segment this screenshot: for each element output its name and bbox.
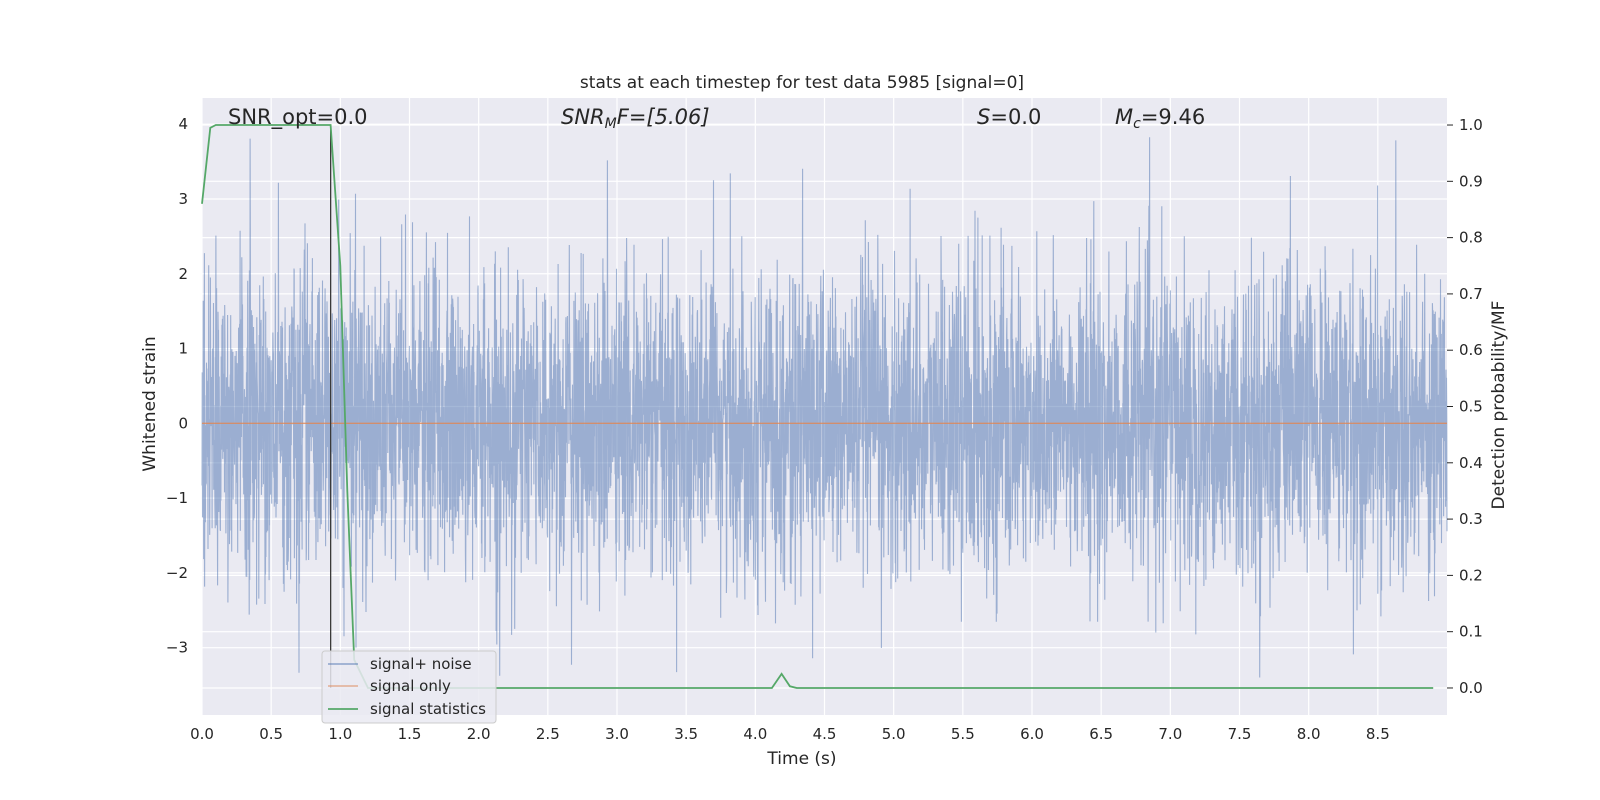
annotation-mc-main: M (1115, 105, 1133, 129)
x-tick-label: 3.0 (605, 725, 629, 743)
y2-tick-label: 0.2 (1459, 566, 1483, 584)
annotation-snr-mf-sub: M (605, 116, 617, 132)
legend-label-signal-noise: signal+ noise (370, 655, 472, 673)
legend-label-signal-statistics: signal statistics (370, 700, 486, 718)
x-tick-label: 6.0 (1020, 725, 1044, 743)
annotation-s-rest: =0.0 (990, 105, 1041, 129)
x-tick-label: 5.0 (882, 725, 906, 743)
x-tick-label: 2.0 (467, 725, 491, 743)
y-tick-label: −3 (166, 639, 188, 657)
y-ticks: 4 3 2 1 0 −1 −2 −3 (166, 115, 188, 657)
legend-box (321, 650, 497, 724)
y-tick-label: 3 (178, 190, 188, 208)
annotation-mc: Mc=9.46 (1115, 105, 1205, 132)
x-tick-label: 1.5 (398, 725, 422, 743)
y-tick-label: 1 (178, 340, 188, 358)
x-tick-label: 0.0 (190, 725, 214, 743)
annotation-mc-sub: c (1133, 116, 1141, 132)
x-tick-label: 2.5 (536, 725, 560, 743)
annotation-snr-mf-rest: F=[5.06] (617, 105, 710, 129)
annotation-s: S=0.0 (977, 105, 1041, 129)
y2-ticks: 1.0 0.9 0.8 0.7 0.6 0.5 0.4 0.3 0.2 0.1 0.0 (1447, 116, 1483, 697)
x-axis-label: Time (s) (766, 749, 836, 769)
signal-noise-line (201, 137, 1448, 678)
x-tick-label: 4.5 (813, 725, 837, 743)
x-tick-label: 0.5 (259, 725, 283, 743)
y-tick-label: −2 (166, 564, 188, 582)
x-tick-label: 8.5 (1366, 725, 1390, 743)
x-tick-label: 3.5 (674, 725, 698, 743)
y2-tick-label: 0.1 (1459, 623, 1483, 641)
y2-tick-label: 1.0 (1459, 116, 1483, 134)
y2-tick-label: 0.0 (1459, 679, 1483, 697)
annotation-snr-opt: SNR_opt=0.0 (228, 105, 368, 130)
x-tick-label: 7.0 (1158, 725, 1182, 743)
annotation-snr-mf-main: SNR (561, 105, 605, 129)
y2-tick-label: 0.4 (1459, 454, 1483, 472)
x-tick-label: 7.5 (1228, 725, 1252, 743)
y2-tick-label: 0.7 (1459, 285, 1483, 303)
y-axis-label: Whitened strain (140, 336, 160, 471)
annotation-mc-rest: =9.46 (1141, 105, 1205, 129)
y2-axis-label: Detection probability/MF (1489, 301, 1509, 510)
y2-tick-label: 0.9 (1459, 172, 1483, 190)
x-tick-label: 1.0 (328, 725, 352, 743)
y-tick-label: 4 (178, 115, 188, 133)
x-ticks: 0.0 0.5 1.0 1.5 2.0 2.5 3.0 3.5 4.0 4.5 5.0 5.5 6.0 6… (190, 725, 1390, 743)
y-tick-label: 0 (178, 414, 188, 432)
y-tick-label: 2 (178, 265, 188, 283)
y2-tick-label: 0.5 (1459, 398, 1483, 416)
annotation-snr-mf: SNRMF=[5.06] (561, 105, 710, 132)
y2-tick-label: 0.8 (1459, 229, 1483, 247)
legend: signal+ noise signal only signal statist… (321, 650, 497, 724)
y2-tick-label: 0.6 (1459, 341, 1483, 359)
annotation-s-main: S (977, 105, 990, 129)
y2-tick-label: 0.3 (1459, 510, 1483, 528)
x-tick-label: 5.5 (951, 725, 975, 743)
y-tick-label: −1 (166, 489, 188, 507)
signal-noise-series (201, 137, 1448, 678)
x-tick-label: 8.0 (1297, 725, 1321, 743)
chart-title: stats at each timestep for test data 598… (580, 73, 1024, 93)
legend-label-signal-only: signal only (370, 677, 451, 695)
x-tick-label: 4.0 (743, 725, 767, 743)
x-tick-label: 6.5 (1089, 725, 1113, 743)
